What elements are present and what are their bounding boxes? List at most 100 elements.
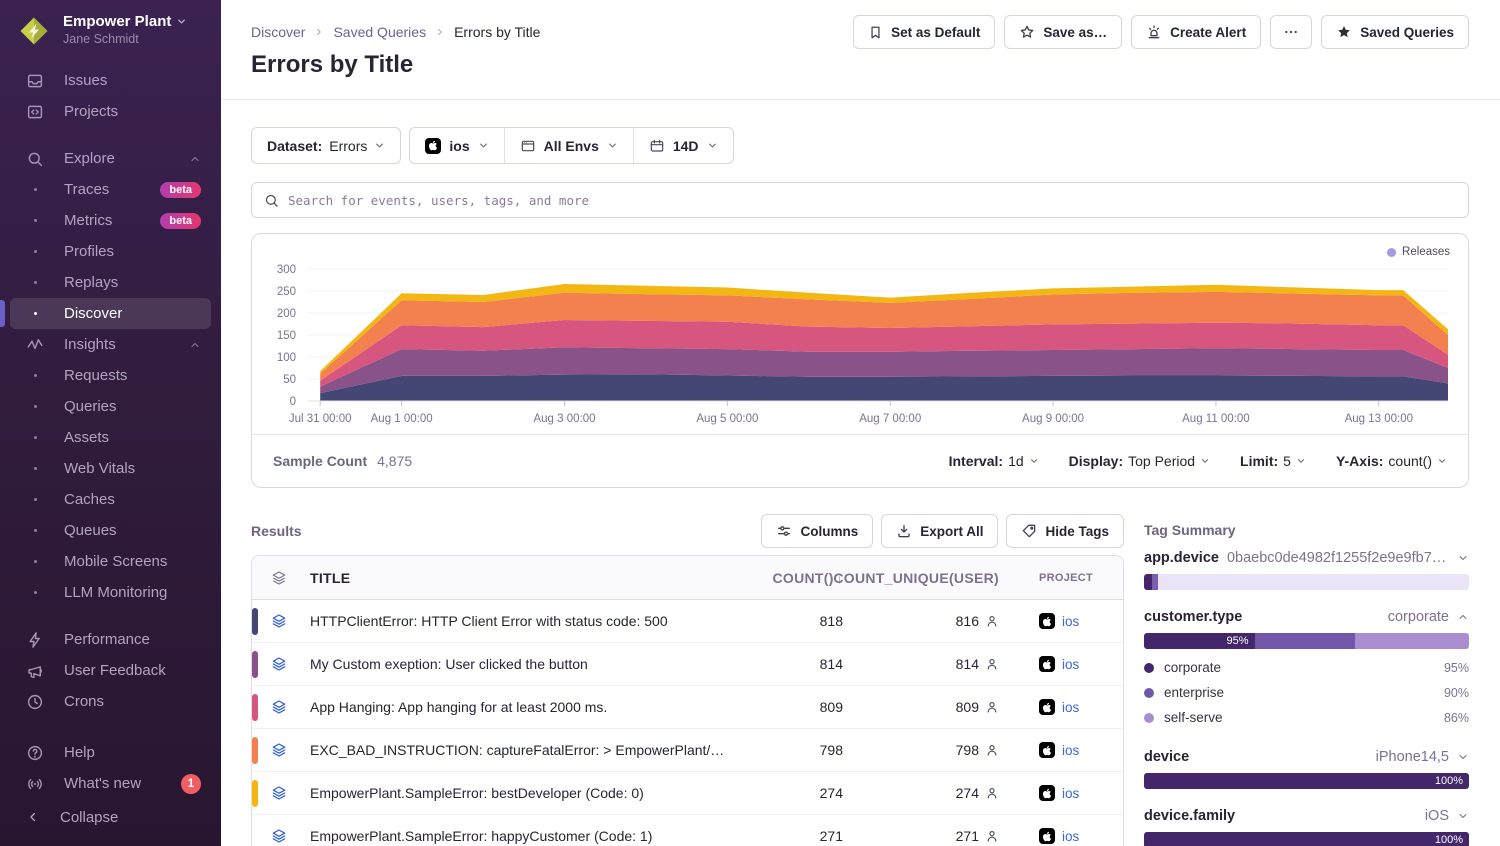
sidebar-item-assets[interactable]: Assets	[10, 422, 211, 453]
column-header-count[interactable]: COUNT()↓	[728, 570, 843, 586]
sidebar-item-label: Replays	[64, 274, 118, 291]
set-as-default-button[interactable]: Set as Default	[853, 15, 995, 49]
sidebar-item-label: Explore	[64, 150, 115, 167]
column-header-project[interactable]: PROJECT	[1013, 572, 1123, 584]
tag-legend-row: self-serve86%	[1144, 705, 1469, 730]
svg-text:Jul 31 00:00: Jul 31 00:00	[289, 413, 352, 425]
y-axis-selector[interactable]: Y-Axis:count()	[1336, 453, 1447, 469]
legend-dot-icon	[1387, 248, 1396, 257]
apple-icon	[1039, 785, 1055, 801]
environment-filter[interactable]: All Envs	[504, 128, 633, 163]
save-as-button[interactable]: Save as…	[1004, 15, 1122, 49]
sidebar-item-llm-monitoring[interactable]: LLM Monitoring	[10, 577, 211, 608]
limit-selector[interactable]: Limit:5	[1240, 453, 1306, 469]
sidebar-nav: IssuesProjects Explore Tracesbeta Metrics be…	[0, 57, 221, 800]
tag-distribution-bar	[1144, 574, 1469, 590]
releases-legend[interactable]: Releases	[1387, 246, 1450, 258]
sidebar-item-metrics[interactable]: Metrics beta	[10, 205, 211, 236]
person-icon	[985, 829, 999, 843]
columns-button[interactable]: Columns	[761, 514, 873, 548]
sidebar-item-label: User Feedback	[64, 662, 166, 679]
sidebar-item-performance[interactable]: Performance	[10, 624, 211, 655]
table-row[interactable]: HTTPClientError: HTTP Client Error with …	[252, 600, 1123, 643]
table-row[interactable]: App Hanging: App hanging for at least 20…	[252, 686, 1123, 729]
bullet-icon	[26, 529, 44, 532]
tag-section-device-family: device.family iOS 100%	[1144, 808, 1469, 846]
sidebar-item-insights[interactable]: Insights	[10, 329, 211, 360]
sidebar-item-crons[interactable]: Crons	[10, 686, 211, 717]
export-all-button[interactable]: Export All	[881, 514, 998, 548]
more-options-button[interactable]	[1270, 15, 1312, 49]
sidebar-item-replays[interactable]: Replays	[10, 267, 211, 298]
hide-tags-button[interactable]: Hide Tags	[1006, 514, 1124, 548]
org-switcher[interactable]: Empower Plant Jane Schmidt	[0, 0, 221, 57]
sidebar-item-what-s-new[interactable]: What's new1	[10, 768, 211, 799]
project-link[interactable]: ios	[1062, 614, 1079, 629]
stack-icon	[252, 742, 306, 758]
table-row[interactable]: EmpowerPlant.SampleError: bestDeveloper …	[252, 772, 1123, 815]
count-unique-value: 814	[956, 656, 979, 672]
project-link[interactable]: ios	[1062, 743, 1079, 758]
sidebar-item-requests[interactable]: Requests	[10, 360, 211, 391]
tag-section-header[interactable]: device iPhone14,5	[1144, 749, 1469, 765]
sidebar-item-projects[interactable]: Projects	[10, 96, 211, 127]
tag-section-header[interactable]: customer.type corporate	[1144, 609, 1469, 625]
project-filter[interactable]: ios	[410, 128, 503, 163]
project-link[interactable]: ios	[1062, 700, 1079, 715]
table-row[interactable]: My Custom exeption: User clicked the but…	[252, 643, 1123, 686]
beta-badge: beta	[160, 213, 201, 229]
sidebar-item-profiles[interactable]: Profiles	[10, 236, 211, 267]
count-unique-value: 271	[956, 828, 979, 844]
date-range-filter[interactable]: 14D	[633, 128, 733, 163]
search-input[interactable]	[288, 193, 1456, 208]
sidebar-item-user-feedback[interactable]: User Feedback	[10, 655, 211, 686]
error-title: EmpowerPlant.SampleError: bestDeveloper …	[306, 785, 728, 801]
sidebar: Empower Plant Jane Schmidt IssuesProject…	[0, 0, 221, 846]
sidebar-item-discover[interactable]: Discover	[10, 298, 211, 329]
sidebar-item-issues[interactable]: Issues	[10, 65, 211, 96]
sidebar-item-label: Metrics	[64, 212, 112, 229]
stacked-area-chart: 050100150200250300Jul 31 00:00Aug 1 00:0…	[252, 234, 1468, 434]
chevron-left-icon	[26, 810, 40, 824]
sidebar-item-help[interactable]: Help	[10, 737, 211, 768]
person-icon	[985, 743, 999, 757]
tag-section-header[interactable]: device.family iOS	[1144, 808, 1469, 824]
svg-text:Aug 7 00:00: Aug 7 00:00	[859, 413, 921, 425]
bullet-icon	[26, 374, 44, 377]
column-header-count-unique[interactable]: COUNT_UNIQUE(USER)	[843, 570, 1013, 586]
star-icon	[1019, 24, 1035, 40]
saved-queries-button[interactable]: Saved Queries	[1321, 15, 1469, 49]
project-link[interactable]: ios	[1062, 786, 1079, 801]
tag-section-app-device: app.device 0baebc0de4982f1255f2e9e9fb7…	[1144, 550, 1469, 590]
series-color-strip	[252, 694, 258, 721]
series-color-strip	[252, 651, 258, 678]
sidebar-item-traces[interactable]: Tracesbeta	[10, 174, 211, 205]
count-unique-value: 816	[956, 613, 979, 629]
breadcrumb-saved-queries[interactable]: Saved Queries	[333, 24, 426, 40]
sidebar-item-web-vitals[interactable]: Web Vitals	[10, 453, 211, 484]
sidebar-item-label: Requests	[64, 367, 127, 384]
svg-text:300: 300	[277, 264, 296, 276]
project-link[interactable]: ios	[1062, 657, 1079, 672]
create-alert-button[interactable]: Create Alert	[1131, 15, 1261, 49]
svg-text:Aug 5 00:00: Aug 5 00:00	[696, 413, 758, 425]
sidebar-item-queries[interactable]: Queries	[10, 391, 211, 422]
project-link[interactable]: ios	[1062, 829, 1079, 844]
table-row[interactable]: EXC_BAD_INSTRUCTION: captureFatalError: …	[252, 729, 1123, 772]
person-icon	[985, 657, 999, 671]
sidebar-item-explore[interactable]: Explore	[10, 143, 211, 174]
sidebar-item-mobile-screens[interactable]: Mobile Screens	[10, 546, 211, 577]
column-header-title[interactable]: TITLE	[306, 570, 728, 586]
interval-selector[interactable]: Interval:1d	[949, 453, 1039, 469]
breadcrumb-discover[interactable]: Discover	[251, 24, 305, 40]
svg-text:Aug 3 00:00: Aug 3 00:00	[533, 413, 595, 425]
display-selector[interactable]: Display:Top Period	[1069, 453, 1210, 469]
dataset-selector[interactable]: Dataset: Errors	[251, 127, 401, 164]
table-row[interactable]: EmpowerPlant.SampleError: happyCustomer …	[252, 815, 1123, 846]
tag-section-header[interactable]: app.device 0baebc0de4982f1255f2e9e9fb7…	[1144, 550, 1469, 566]
sidebar-collapse-button[interactable]: Collapse	[10, 800, 211, 834]
tag-legend-row: corporate95%	[1144, 655, 1469, 680]
sidebar-item-queues[interactable]: Queues	[10, 515, 211, 546]
table-header-row: TITLE COUNT()↓ COUNT_UNIQUE(USER) PROJEC…	[252, 556, 1123, 600]
sidebar-item-caches[interactable]: Caches	[10, 484, 211, 515]
